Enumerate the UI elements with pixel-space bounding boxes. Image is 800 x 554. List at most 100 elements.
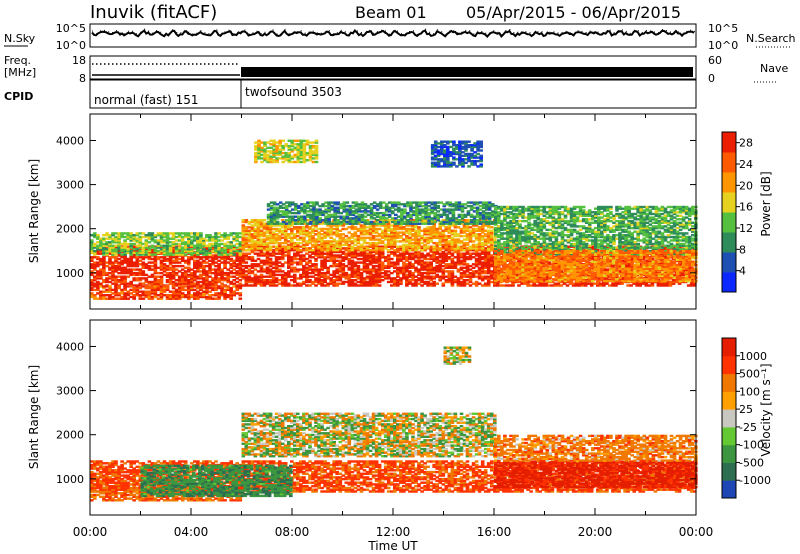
- power-cell: [368, 256, 373, 259]
- power-cell: [405, 234, 409, 238]
- power-cell: [311, 227, 315, 231]
- power-cell: [438, 252, 442, 255]
- power-cell: [441, 275, 446, 278]
- power-cell: [171, 275, 176, 278]
- power-cell: [471, 270, 476, 273]
- power-cell: [165, 273, 170, 277]
- power-cell: [90, 284, 94, 287]
- power-cell: [393, 270, 397, 273]
- power-cell: [380, 263, 385, 266]
- power-cell: [338, 264, 343, 268]
- power-cell: [365, 277, 370, 280]
- power-cell: [323, 263, 327, 266]
- power-cell: [411, 227, 415, 231]
- power-cell: [399, 245, 403, 248]
- power-cell: [368, 238, 373, 241]
- power-cell: [214, 270, 218, 273]
- power-cell: [353, 268, 358, 271]
- power-cell: [174, 273, 179, 277]
- power-cell: [271, 261, 276, 264]
- power-cell: [153, 295, 158, 299]
- power-cell: [396, 279, 400, 282]
- power-cell: [208, 242, 212, 246]
- power-cell: [244, 233, 249, 236]
- power-cell: [547, 261, 552, 264]
- power-cell: [483, 275, 488, 278]
- power-cell: [244, 229, 249, 232]
- power-cell: [362, 279, 367, 282]
- power-cell: [126, 282, 130, 285]
- power-cell: [396, 226, 400, 229]
- power-cell: [444, 266, 449, 269]
- power-cell: [132, 256, 136, 259]
- power-cell: [362, 233, 367, 236]
- power-cell: [480, 275, 485, 278]
- power-cell: [393, 277, 397, 280]
- power-cell: [250, 245, 255, 248]
- power-cell: [293, 233, 297, 236]
- power-cell: [432, 227, 436, 231]
- power-cell: [129, 232, 133, 235]
- power-cell: [441, 236, 446, 239]
- power-cell: [317, 282, 321, 285]
- power-cell: [268, 224, 273, 227]
- power-cell: [165, 249, 170, 253]
- power-cell: [274, 247, 279, 250]
- power-cell: [414, 233, 418, 236]
- power-cell: [93, 235, 97, 239]
- power-cell: [386, 240, 391, 243]
- power-cell: [193, 275, 197, 278]
- power-cell: [305, 252, 309, 255]
- power-cell: [180, 246, 185, 249]
- power-cell: [223, 242, 227, 246]
- power-cell: [138, 241, 143, 244]
- power-cell: [308, 264, 312, 268]
- power-cell: [268, 229, 273, 232]
- power-cell: [190, 285, 194, 288]
- power-cell: [426, 236, 430, 239]
- power-cell: [220, 239, 224, 242]
- power-cell: [338, 261, 343, 264]
- power-cell: [374, 257, 379, 261]
- power-cell: [208, 256, 212, 259]
- power-cell: [277, 249, 282, 252]
- power-cell: [193, 239, 197, 242]
- power-cell: [680, 271, 685, 275]
- power-cell: [256, 264, 261, 268]
- power-cell: [147, 234, 152, 237]
- power-cell: [217, 232, 221, 235]
- power-cell: [447, 263, 452, 266]
- power-cell: [356, 249, 361, 252]
- power-cell: [353, 271, 358, 275]
- power-cell: [99, 297, 103, 300]
- power-cell: [290, 236, 294, 239]
- power-cell: [205, 239, 209, 242]
- power-cell: [268, 249, 273, 252]
- power-cell: [287, 224, 291, 227]
- power-cell: [680, 273, 685, 277]
- power-cell: [265, 229, 270, 232]
- power-cell: [417, 240, 421, 243]
- power-cell: [177, 279, 182, 282]
- power-cell: [320, 266, 324, 269]
- power-cell: [96, 237, 100, 240]
- power-cell: [402, 240, 406, 243]
- power-cell: [377, 268, 382, 271]
- power-cell: [187, 261, 191, 264]
- power-cell: [423, 257, 427, 261]
- power-cell: [93, 242, 97, 246]
- power-cell: [159, 252, 164, 255]
- power-cell: [177, 261, 182, 264]
- power-cell: [359, 233, 364, 236]
- power-cell: [287, 256, 291, 259]
- power-cell: [405, 240, 409, 243]
- power-cell: [108, 290, 112, 293]
- power-cell: [393, 252, 397, 255]
- power-cell: [223, 290, 227, 293]
- power-cell: [259, 270, 264, 273]
- power-cell: [135, 253, 140, 256]
- power-cell: [120, 270, 124, 273]
- power-cell: [562, 282, 567, 285]
- power-cell: [190, 241, 194, 244]
